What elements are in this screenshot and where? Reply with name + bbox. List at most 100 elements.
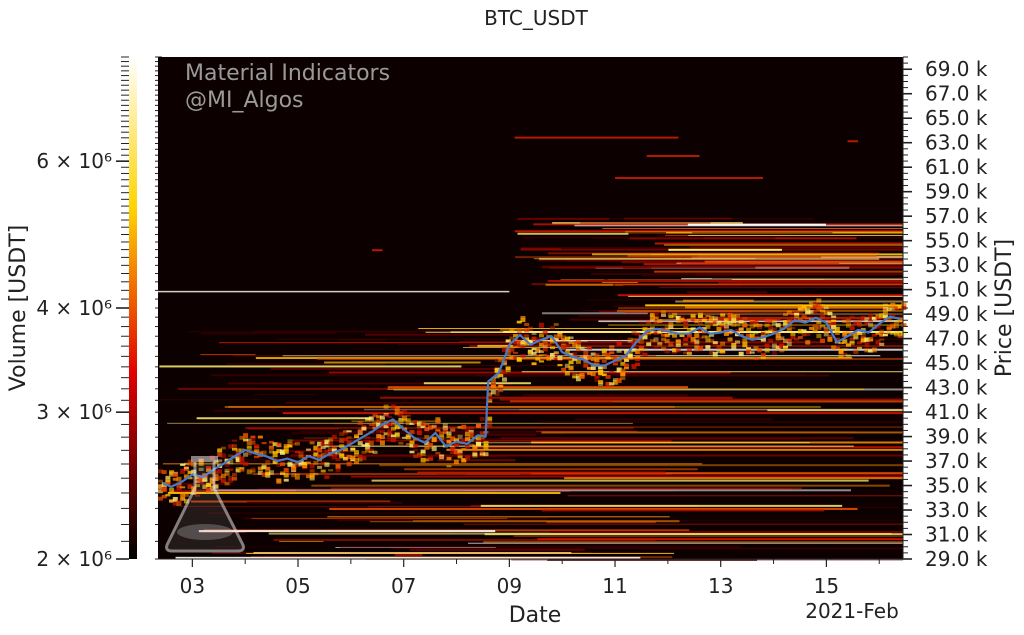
price-tick-label: 37.0 k (925, 449, 988, 473)
heatmap-cell (572, 373, 578, 378)
heatmap-cell (183, 499, 189, 504)
heatmap-cell (697, 336, 703, 339)
heatmap-band (549, 506, 899, 508)
heatmap-band (525, 218, 814, 220)
heatmap-cell (598, 380, 604, 385)
heatmap-cell (849, 337, 855, 342)
heatmap-band (687, 223, 826, 226)
heatmap-cell (575, 376, 581, 382)
heatmap-cell (553, 351, 559, 354)
heatmap-cell (675, 315, 681, 321)
heatmap-cell (361, 425, 367, 428)
heatmap-cell (827, 319, 833, 323)
heatmap-cell (675, 340, 681, 345)
heatmap-cell (265, 466, 271, 471)
heatmap-cell (857, 323, 863, 328)
heatmap-cell (272, 442, 278, 446)
heatmap-cell (165, 481, 171, 485)
heatmap-cell (842, 353, 848, 357)
heatmap-cell (631, 348, 637, 352)
heatmap-cell (564, 336, 570, 341)
heatmap-cell (291, 443, 297, 446)
heatmap-cell (820, 338, 826, 343)
heatmap-cell (206, 466, 212, 469)
heatmap-cell (764, 321, 770, 325)
heatmap-cell (746, 347, 752, 350)
heatmap-cell (283, 449, 289, 454)
heatmap-cell (350, 448, 356, 452)
heatmap-cell (542, 341, 548, 347)
heatmap-band (513, 535, 903, 537)
heatmap-cell (764, 348, 770, 353)
heatmap-cell (812, 324, 818, 328)
heatmap-cell (239, 467, 245, 470)
heatmap-cell (328, 447, 334, 452)
heatmap-cell (239, 456, 245, 461)
heatmap-cell (723, 331, 729, 336)
heatmap-cell (416, 452, 422, 455)
heatmap-cell (734, 340, 740, 344)
heatmap-cell (890, 332, 896, 335)
heatmap-cell (483, 446, 489, 450)
heatmap-band (211, 374, 608, 377)
flask-icon (165, 456, 245, 553)
heatmap-cell (472, 452, 478, 456)
heatmap-cell (775, 335, 781, 341)
heatmap-band (311, 484, 890, 487)
heatmap-cell (638, 345, 644, 349)
heatmap-band (664, 244, 903, 246)
price-tick-label: 45.0 k (925, 351, 988, 375)
heatmap-cell (228, 459, 234, 465)
heatmap-cell (524, 327, 530, 333)
heatmap-cell (805, 308, 811, 313)
heatmap-band (162, 463, 703, 465)
heatmap-cell (309, 464, 315, 469)
heatmap-cell (501, 362, 507, 365)
heatmap-cell (790, 316, 796, 320)
heatmap-cell (387, 415, 393, 419)
heatmap-cell (871, 316, 877, 320)
heatmap-cell (672, 348, 678, 353)
heatmap-cell (479, 437, 485, 440)
heatmap-cell (464, 427, 470, 432)
heatmap-cell (801, 307, 807, 311)
heatmap-cell (405, 435, 411, 440)
heatmap-cell (579, 375, 585, 379)
heatmap-cell (476, 441, 482, 447)
heatmap-band (541, 421, 903, 424)
heatmap-cell (557, 364, 563, 367)
x-tick-label: 09 (497, 574, 522, 598)
heatmap-band (178, 387, 501, 390)
heatmap-cell (764, 343, 770, 348)
heatmap-cell (283, 444, 289, 449)
heatmap-cell (783, 322, 789, 327)
heatmap-cell (823, 327, 829, 333)
heatmap-cell (594, 358, 600, 363)
heatmap-cell (416, 430, 422, 435)
heatmap-cell (501, 360, 507, 364)
heatmap-cell (775, 333, 781, 338)
heatmap-cell (435, 429, 441, 432)
heatmap-cell (886, 317, 892, 322)
heatmap-cell (169, 487, 175, 493)
heatmap-cell (220, 455, 226, 458)
heatmap-cell (675, 319, 681, 324)
heatmap-band (615, 176, 763, 179)
heatmap-band (218, 342, 536, 344)
heatmap-band (329, 507, 858, 510)
heatmap-band (258, 488, 792, 491)
heatmap-cell (834, 337, 840, 341)
colorbar-tick-label: 3 × 10⁶ (36, 400, 112, 424)
heatmap-band (207, 512, 491, 514)
heatmap-cell (742, 317, 748, 320)
heatmap-cell (501, 369, 507, 374)
heatmap-cell (335, 467, 341, 473)
heatmap-cell (268, 445, 274, 451)
heatmap-cell (187, 470, 193, 475)
heatmap-cell (868, 319, 874, 322)
price-tick-label: 39.0 k (925, 425, 988, 449)
heatmap-cell (398, 441, 404, 445)
x-tick-label: 13 (708, 574, 733, 598)
heatmap-cell (816, 298, 822, 303)
heatmap-cell (183, 462, 189, 466)
